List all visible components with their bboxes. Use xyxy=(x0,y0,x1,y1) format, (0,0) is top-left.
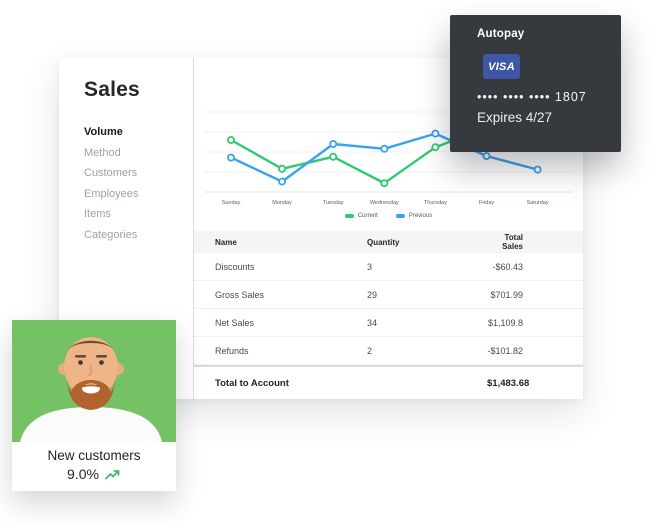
cell-quantity: 3 xyxy=(367,261,373,272)
table-row: Discounts 3 -$60.43 xyxy=(194,253,583,281)
legend-marker xyxy=(344,214,354,218)
chart-legend: Current Previous xyxy=(194,208,583,224)
table-row: Gross Sales 29 $701.99 xyxy=(194,281,583,309)
svg-text:Sunday: Sunday xyxy=(222,200,241,206)
autopay-card: Autopay VISA •••• •••• •••• 1807 Expires… xyxy=(450,15,621,152)
svg-text:Tuesday: Tuesday xyxy=(323,200,344,206)
column-header-quantity: Quantity xyxy=(367,237,400,247)
new-customers-label: New customers xyxy=(47,448,141,463)
legend-label: Previous xyxy=(408,213,433,219)
cell-name: Refunds xyxy=(215,345,249,356)
cell-quantity: 34 xyxy=(367,317,378,328)
cell-name: Net Sales xyxy=(215,317,255,328)
sidebar-item-method[interactable]: Method xyxy=(84,146,121,159)
sales-table: Name Quantity Total Sales Discounts 3 -$… xyxy=(194,231,583,399)
autopay-title: Autopay xyxy=(477,28,525,40)
cell-total: $701.99 xyxy=(490,289,523,300)
table-row: Refunds 2 -$101.82 xyxy=(194,337,583,365)
legend-marker xyxy=(395,214,405,218)
cell-name: Discounts xyxy=(215,261,255,272)
footer-total: $1,483.68 xyxy=(487,377,530,389)
table-row: Net Sales 34 $1,109.8 xyxy=(194,309,583,337)
svg-text:Wednesday: Wednesday xyxy=(370,200,399,206)
sidebar-item-items[interactable]: Items xyxy=(84,208,111,220)
cell-quantity: 2 xyxy=(367,345,373,356)
customer-caption: New customers 9.0% xyxy=(12,442,176,482)
footer-label: Total to Account xyxy=(215,377,289,389)
trending-up-icon xyxy=(105,469,120,479)
sidebar: Sales Volume Method Customers Employees … xyxy=(59,58,194,399)
cell-total: -$60.43 xyxy=(492,261,523,272)
cell-total: -$101.82 xyxy=(487,345,523,356)
sidebar-item-volume[interactable]: Volume xyxy=(84,126,123,138)
visa-logo-text: VISA xyxy=(488,60,515,73)
cell-name: Gross Sales xyxy=(215,289,265,300)
page-title: Sales xyxy=(84,78,140,101)
card-number: •••• •••• •••• 1807 xyxy=(477,90,587,104)
card-expiry: Expires 4/27 xyxy=(477,110,553,125)
sidebar-item-customers[interactable]: Customers xyxy=(84,167,138,179)
table-header: Name Quantity Total Sales xyxy=(194,231,583,253)
legend-item-previous[interactable]: Previous xyxy=(395,213,433,219)
table-footer: Total to Account $1,483.68 xyxy=(194,365,583,399)
legend-label: Current xyxy=(357,213,378,219)
new-customers-value: 9.0% xyxy=(67,466,99,482)
sidebar-nav: Volume Method Customers Employees Items … xyxy=(84,122,138,245)
svg-text:Friday: Friday xyxy=(479,200,495,206)
panel-main: Sunday Monday Tuesday Wednesday Thursday Frid… xyxy=(194,58,583,399)
svg-text:Monday: Monday xyxy=(272,200,292,206)
sidebar-item-employees[interactable]: Employees xyxy=(84,187,139,200)
cell-total: $1,109.8 xyxy=(487,317,523,328)
cell-quantity: 29 xyxy=(367,289,378,300)
visa-logo-icon: VISA xyxy=(483,54,520,79)
svg-text:Saturday: Saturday xyxy=(527,200,549,206)
customer-card: New customers 9.0% xyxy=(12,320,176,491)
customer-photo xyxy=(12,320,176,442)
column-header-name: Name xyxy=(215,237,237,247)
sidebar-item-categories[interactable]: Categories xyxy=(84,228,138,241)
column-header-total-sales: Total Sales xyxy=(502,233,523,251)
legend-item-current[interactable]: Current xyxy=(344,213,378,219)
svg-text:Thursday: Thursday xyxy=(424,200,447,206)
